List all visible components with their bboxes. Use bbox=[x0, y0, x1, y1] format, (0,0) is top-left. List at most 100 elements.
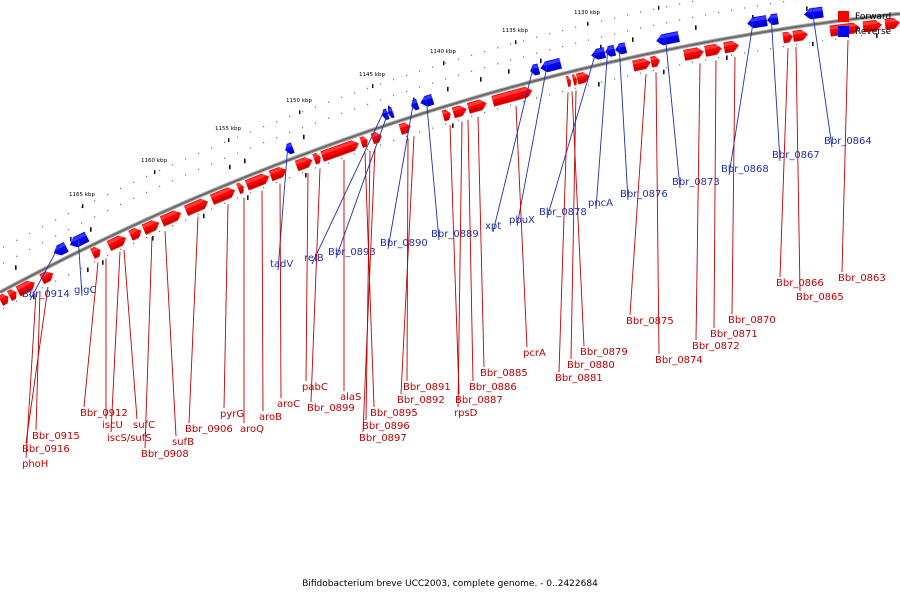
leader-line bbox=[713, 60, 717, 329]
ruler-tick bbox=[372, 84, 374, 89]
leader-line bbox=[449, 124, 460, 395]
forward-gene-label: iscU bbox=[102, 420, 123, 431]
forward-gene-arrow bbox=[571, 74, 578, 86]
leader-line bbox=[515, 105, 528, 348]
reverse-gene-label: tadV bbox=[270, 259, 293, 270]
forward-gene-label: Bbr_0906 bbox=[185, 424, 233, 435]
forward-gene-label: Bbr_0886 bbox=[469, 382, 517, 393]
forward-gene-label: aroQ bbox=[240, 424, 264, 435]
leader-line bbox=[77, 235, 83, 297]
reverse-gene-label: Bbr_0867 bbox=[772, 150, 820, 161]
reverse-gene-arrow bbox=[539, 57, 563, 73]
leader-line bbox=[595, 45, 609, 210]
leader-line bbox=[25, 293, 37, 459]
legend: Forward Reverse bbox=[838, 9, 891, 39]
legend-forward: Forward bbox=[838, 9, 891, 24]
forward-gene-label: aroC bbox=[277, 399, 300, 410]
reverse-gene-label: xpt bbox=[485, 221, 501, 232]
reverse-gene-arrow bbox=[655, 31, 680, 46]
leader-line bbox=[110, 251, 121, 433]
forward-gene-label: Bbr_0885 bbox=[480, 368, 528, 379]
ruler-tick-label: 1155 kbp bbox=[215, 126, 241, 132]
leader-line bbox=[695, 63, 701, 341]
forward-gene-arrow bbox=[183, 198, 210, 216]
leader-line bbox=[279, 183, 282, 399]
reverse-gene-arrow bbox=[284, 142, 295, 155]
forward-gene-label: Bbr_0874 bbox=[655, 355, 703, 366]
forward-gene-label: sufB bbox=[172, 437, 194, 448]
forward-gene-arrow bbox=[451, 105, 468, 119]
leader-line bbox=[425, 95, 440, 241]
forward-label: Forward bbox=[855, 11, 892, 22]
ruler-tick bbox=[443, 61, 445, 66]
forward-gene-label: pyrG bbox=[220, 409, 244, 420]
forward-gene-label: Bbr_0915 bbox=[32, 431, 80, 442]
forward-gene-arrow bbox=[466, 99, 488, 114]
leader-line bbox=[492, 64, 535, 233]
forward-gene-label: sufC bbox=[133, 420, 155, 431]
forward-gene-label: iscS/sufS bbox=[107, 433, 152, 444]
leader-line bbox=[25, 287, 49, 444]
forward-gene-arrow bbox=[491, 86, 534, 107]
forward-gene-arrow bbox=[159, 210, 183, 227]
map-caption: Bifidobacterium breve UCC2003, complete … bbox=[302, 579, 598, 589]
reverse-label: Reverse bbox=[855, 26, 892, 37]
reverse-gene-label: Bbr_0889 bbox=[431, 229, 479, 240]
forward-gene-label: aroB bbox=[259, 412, 282, 423]
reverse-gene-arrow bbox=[604, 44, 617, 57]
forward-gene-label: Bbr_0879 bbox=[580, 347, 628, 358]
reverse-gene-label: pbuX bbox=[509, 215, 535, 226]
ruler-tick bbox=[82, 204, 84, 209]
leader-line bbox=[261, 190, 264, 412]
forward-gene-arrow bbox=[6, 289, 19, 302]
forward-gene-arrow bbox=[723, 40, 740, 54]
forward-gene-arrow bbox=[294, 157, 314, 172]
forward-gene-arrow bbox=[884, 17, 900, 30]
forward-gene-arrow bbox=[632, 58, 652, 72]
ruler-tick-label: 1145 kbp bbox=[359, 72, 385, 78]
outer-dot-track bbox=[3, 0, 694, 248]
ruler-tick bbox=[228, 138, 230, 143]
forward-gene-arrow bbox=[792, 29, 809, 42]
reverse-gene-label: Bbr_0873 bbox=[672, 177, 720, 188]
leader-line bbox=[571, 91, 585, 347]
reverse-gene-label: Bbr_0893 bbox=[328, 247, 376, 258]
forward-gene-label: pcrA bbox=[523, 348, 546, 359]
ruler-tick bbox=[154, 170, 156, 175]
forward-gene-label: Bbr_0871 bbox=[710, 329, 758, 340]
baseline bbox=[0, 12, 900, 294]
forward-gene-label: Bbr_0887 bbox=[455, 395, 503, 406]
leader-line bbox=[558, 92, 569, 373]
forward-gene-label: Bbr_0912 bbox=[80, 408, 128, 419]
reverse-gene-arrow bbox=[68, 231, 90, 248]
leader-line bbox=[731, 56, 736, 315]
leader-line bbox=[618, 43, 629, 201]
reverse-gene-arrow bbox=[529, 63, 541, 76]
forward-gene-arrow bbox=[209, 187, 237, 205]
leader-line bbox=[305, 172, 309, 382]
forward-gene-label: Bbr_0875 bbox=[626, 316, 674, 327]
forward-gene-arrow bbox=[268, 166, 288, 182]
forward-gene-label: Bbr_0865 bbox=[796, 292, 844, 303]
forward-gene-label: Bbr_0881 bbox=[555, 373, 603, 384]
forward-gene-label: pabC bbox=[302, 382, 328, 393]
forward-gene-label: alaS bbox=[340, 392, 361, 403]
reverse-gene-label: Bbr_0914 bbox=[22, 289, 70, 300]
reverse-gene-arrow bbox=[803, 6, 824, 20]
forward-gene-arrow bbox=[683, 47, 705, 61]
leader-line bbox=[277, 143, 289, 271]
leader-line bbox=[335, 106, 391, 259]
forward-gene-label: Bbr_0896 bbox=[362, 421, 410, 432]
leader-line bbox=[841, 39, 849, 273]
ruler-tick-label: 1140 kbp bbox=[430, 49, 456, 55]
leader-line bbox=[29, 243, 61, 301]
ruler-tick-label: 1165 kbp bbox=[69, 192, 95, 198]
forward-gene-arrow bbox=[141, 220, 161, 235]
ruler-tick-label: 1150 kbp bbox=[286, 98, 312, 104]
forward-gene-label: Bbr_0892 bbox=[397, 395, 445, 406]
reverse-gene-label: Bbr_0878 bbox=[539, 207, 587, 218]
reverse-swatch bbox=[838, 26, 849, 37]
ruler-tick bbox=[658, 5, 660, 10]
ruler-tick-label: 1135 kbp bbox=[502, 28, 528, 34]
lower-dot-track bbox=[3, 32, 889, 309]
